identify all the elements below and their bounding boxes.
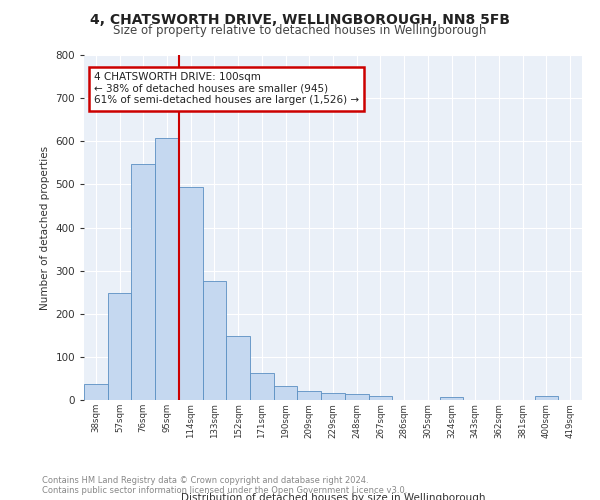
Bar	[226, 336, 250, 400]
Bar	[368, 396, 392, 400]
Bar	[345, 394, 368, 400]
Bar	[131, 164, 155, 400]
Bar	[274, 386, 298, 400]
X-axis label: Distribution of detached houses by size in Wellingborough: Distribution of detached houses by size …	[181, 493, 485, 500]
Bar	[84, 384, 108, 400]
Text: Size of property relative to detached houses in Wellingborough: Size of property relative to detached ho…	[113, 24, 487, 37]
Bar	[203, 280, 226, 400]
Bar	[535, 396, 558, 400]
Bar	[155, 138, 179, 400]
Bar	[321, 392, 345, 400]
Bar	[179, 188, 203, 400]
Bar	[108, 293, 131, 400]
Y-axis label: Number of detached properties: Number of detached properties	[40, 146, 50, 310]
Bar	[298, 390, 321, 400]
Text: 4 CHATSWORTH DRIVE: 100sqm
← 38% of detached houses are smaller (945)
61% of sem: 4 CHATSWORTH DRIVE: 100sqm ← 38% of deta…	[94, 72, 359, 106]
Text: 4, CHATSWORTH DRIVE, WELLINGBOROUGH, NN8 5FB: 4, CHATSWORTH DRIVE, WELLINGBOROUGH, NN8…	[90, 12, 510, 26]
Bar	[440, 397, 463, 400]
Text: Contains HM Land Registry data © Crown copyright and database right 2024.
Contai: Contains HM Land Registry data © Crown c…	[42, 476, 407, 495]
Bar	[250, 374, 274, 400]
